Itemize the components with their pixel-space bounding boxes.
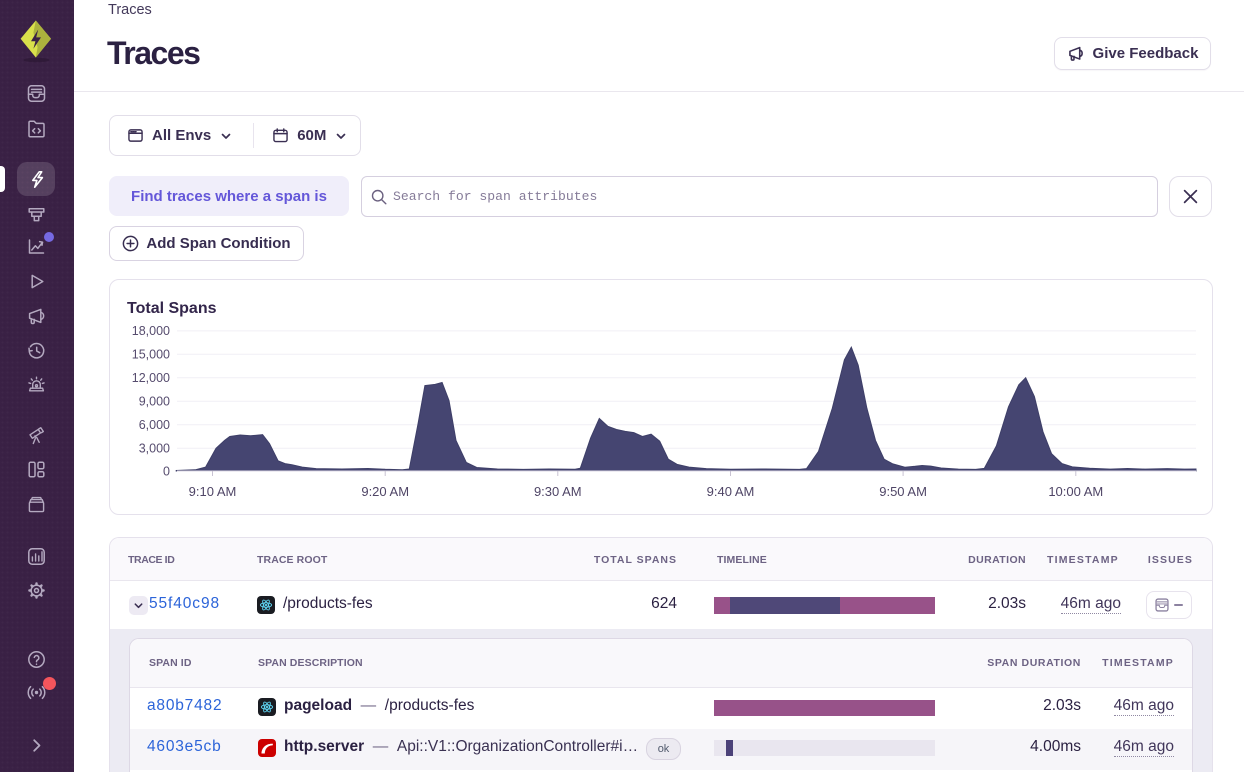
svg-text:18,000: 18,000 — [132, 324, 170, 338]
svg-text:3,000: 3,000 — [139, 442, 170, 456]
svg-text:10:00 AM: 10:00 AM — [1048, 484, 1103, 499]
svg-text:15,000: 15,000 — [132, 348, 170, 362]
svg-text:9:30 AM: 9:30 AM — [534, 484, 582, 499]
svg-text:9,000: 9,000 — [139, 395, 170, 409]
svg-text:9:10 AM: 9:10 AM — [189, 484, 237, 499]
svg-text:0: 0 — [163, 465, 170, 479]
svg-text:12,000: 12,000 — [132, 371, 170, 385]
svg-text:9:50 AM: 9:50 AM — [879, 484, 927, 499]
svg-text:9:40 AM: 9:40 AM — [707, 484, 755, 499]
svg-text:6,000: 6,000 — [139, 418, 170, 432]
svg-text:9:20 AM: 9:20 AM — [361, 484, 409, 499]
